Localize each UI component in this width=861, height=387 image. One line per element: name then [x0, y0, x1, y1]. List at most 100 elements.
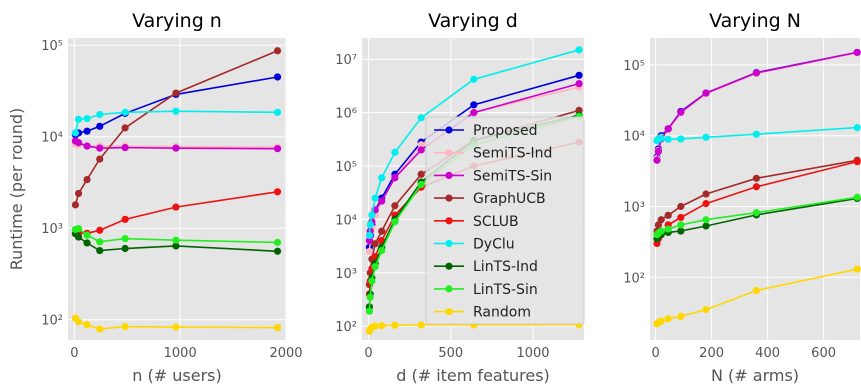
data-point: [657, 134, 665, 142]
chart-panel-1: 0 1000 2000 10² 10³ 10⁴ 10⁵ Varying n n (# users…: [7, 10, 303, 385]
data-point: [664, 315, 672, 323]
x-tick-label: 1000: [516, 346, 549, 361]
data-point: [371, 194, 379, 202]
data-point: [366, 220, 374, 229]
data-point: [417, 146, 425, 154]
x-tick-label: 0: [651, 346, 659, 361]
data-point: [71, 129, 80, 137]
y-tick-label: 10⁴: [335, 213, 357, 228]
data-point: [417, 321, 425, 329]
data-point: [677, 213, 685, 222]
series-random: [71, 314, 282, 333]
chart-title: Varying d: [428, 10, 518, 32]
data-point: [677, 312, 685, 321]
data-point: [575, 46, 583, 54]
data-point: [121, 215, 129, 223]
y-tick-label: 10⁵: [623, 59, 645, 74]
data-point: [752, 130, 761, 138]
data-point: [273, 323, 282, 332]
legend-marker: [445, 149, 453, 157]
x-axis-label: n (# users): [132, 366, 221, 385]
data-point: [752, 286, 761, 295]
legend-marker: [445, 217, 453, 225]
data-point: [74, 115, 83, 123]
data-point: [172, 89, 180, 97]
legend-marker: [445, 126, 453, 134]
data-point: [417, 114, 425, 122]
data-point: [172, 242, 180, 250]
series-random: [365, 321, 583, 335]
y-tick-label: 10⁴: [623, 130, 645, 145]
chart-panel-2: 0 500 1000 10² 10³ 10⁴ 10⁵ 10⁶ 10⁷ Varying d d (# …: [335, 10, 585, 385]
data-point: [391, 202, 399, 210]
series-lints-sin: [653, 193, 861, 239]
data-point: [702, 133, 710, 141]
data-point: [172, 203, 180, 211]
data-point: [172, 144, 180, 152]
legend-label: GraphUCB: [473, 191, 546, 207]
data-point: [657, 227, 665, 235]
legend-marker: [445, 194, 453, 202]
data-point: [752, 174, 761, 182]
data-point: [654, 147, 663, 156]
data-point: [121, 144, 129, 152]
data-point: [273, 108, 282, 116]
legend-label: LinTS-Ind: [473, 259, 538, 275]
legend-box: [425, 116, 585, 325]
data-point: [371, 322, 379, 330]
data-point: [121, 323, 129, 331]
x-tick-label: 200: [699, 346, 724, 361]
data-point: [653, 156, 661, 164]
x-tick-label: 2000: [269, 346, 302, 361]
data-point: [96, 325, 104, 333]
data-point: [74, 189, 83, 198]
legend-label: DyClu: [473, 237, 515, 253]
data-point: [366, 293, 374, 301]
series-semits-sin: [653, 48, 861, 164]
x-axis-label: N (# arms): [711, 366, 799, 385]
data-point: [664, 125, 672, 133]
data-point: [702, 305, 710, 314]
y-tick-label: 10⁵: [335, 160, 357, 175]
data-point: [853, 193, 861, 201]
data-point: [121, 124, 129, 132]
legend-marker: [445, 285, 453, 293]
data-point: [677, 227, 685, 235]
data-point: [365, 231, 373, 240]
data-point: [368, 277, 376, 285]
data-point: [273, 238, 282, 246]
legend-marker: [445, 308, 453, 316]
series-graphucb: [653, 156, 861, 235]
data-point: [702, 89, 710, 97]
y-tick-label: 10²: [623, 271, 645, 286]
data-point: [470, 109, 478, 117]
data-point: [83, 231, 91, 239]
data-point: [96, 226, 104, 234]
data-point: [371, 240, 379, 248]
data-point: [74, 233, 83, 241]
series-random: [653, 265, 861, 328]
legend-label: Random: [473, 305, 531, 321]
legend-label: SemiTS-Ind: [473, 146, 552, 162]
data-point: [853, 265, 861, 273]
data-point: [74, 139, 83, 147]
x-tick-label: 500: [438, 346, 463, 361]
data-point: [96, 110, 104, 119]
data-point: [677, 135, 685, 143]
data-point: [121, 235, 129, 243]
data-point: [378, 227, 386, 235]
data-point: [172, 107, 180, 115]
data-point: [664, 135, 672, 143]
x-tick-label: 600: [811, 346, 836, 361]
data-point: [752, 69, 761, 77]
chart-title: Varying N: [709, 10, 801, 32]
data-point: [96, 238, 104, 246]
legend-label: LinTS-Sin: [473, 282, 538, 298]
data-point: [417, 170, 425, 178]
y-tick-label: 10⁷: [335, 53, 357, 68]
y-tick-label: 10³: [335, 267, 357, 282]
legend-marker: [445, 262, 453, 270]
y-tick-label: 10²: [41, 314, 63, 329]
y-tick-label: 10⁵: [41, 39, 63, 54]
data-point: [83, 321, 91, 329]
